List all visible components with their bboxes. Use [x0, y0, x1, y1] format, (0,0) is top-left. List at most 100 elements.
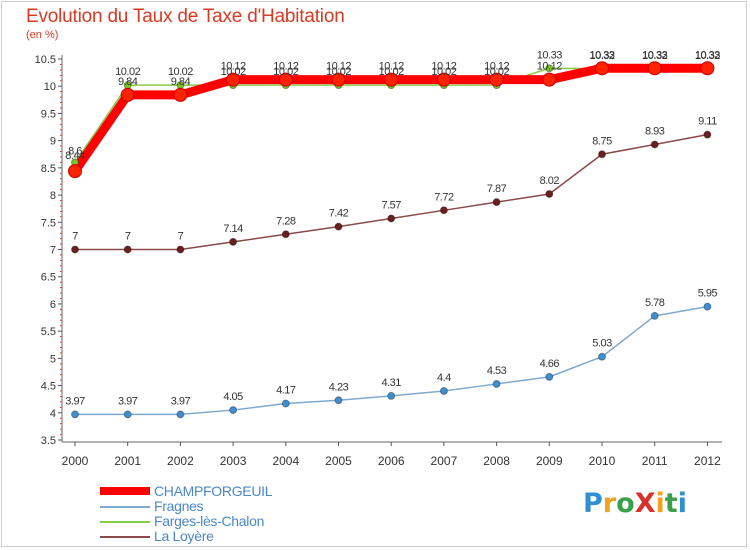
- data-point-champforgeuil: [226, 72, 241, 87]
- y-tick-label: 4.5: [41, 381, 56, 393]
- logo-letter: i: [677, 488, 687, 519]
- x-tick-label: 2009: [536, 454, 563, 468]
- data-point-champforgeuil: [331, 72, 346, 87]
- y-tick-label: 8.5: [41, 163, 56, 175]
- data-label-fragnes: 5.95: [698, 288, 718, 300]
- data-point-champforgeuil: [120, 87, 135, 102]
- data-point-fragnes: [229, 406, 238, 415]
- data-labels: 3.97 3.97 3.97 4.05 4.17 4.23 4.31 4.4 4.53 4.66 5…: [65, 49, 721, 407]
- x-tick-label: 2002: [167, 454, 194, 468]
- logo-letter: r: [602, 488, 617, 519]
- data-label-la-loyere: 8.02: [540, 175, 560, 187]
- data-point-fragnes: [598, 352, 606, 361]
- data-point-fragnes: [545, 372, 554, 381]
- data-point-la-loyere: [281, 230, 290, 239]
- data-point-champforgeuil: [68, 164, 82, 179]
- x-tick-label: 2000: [62, 454, 89, 468]
- data-label-fragnes: 4.05: [223, 391, 243, 403]
- data-label-la-loyere: 8.93: [645, 125, 665, 137]
- x-tick-label: 2011: [642, 454, 668, 468]
- data-point-fragnes: [334, 396, 343, 405]
- y-tick-label: 3.5: [41, 435, 56, 447]
- data-label-fragnes: 4.4: [437, 372, 451, 384]
- data-point-la-loyere: [387, 214, 396, 223]
- data-point-la-loyere: [176, 245, 185, 254]
- data-label-fragnes: 3.97: [65, 395, 85, 407]
- data-label-la-loyere: 8.75: [592, 135, 612, 147]
- series-points: [68, 61, 715, 419]
- x-tick-label: 2001: [114, 454, 141, 468]
- y-tick-label: 5.5: [41, 326, 56, 338]
- data-label-la-loyere: 7.28: [276, 215, 296, 227]
- x-tick-label: 2008: [483, 454, 510, 468]
- data-label-farges-les-chalon: 8.6: [68, 145, 82, 157]
- data-label-fragnes: 4.17: [276, 385, 296, 397]
- data-label-farges-les-chalon: 10.02: [484, 66, 509, 78]
- y-tick-label: 4: [50, 408, 56, 420]
- y-tick-label: 9.5: [41, 108, 56, 120]
- data-label-fragnes: 4.53: [487, 365, 507, 377]
- data-label-la-loyere: 7.87: [487, 183, 507, 195]
- data-point-champforgeuil: [173, 87, 188, 102]
- x-tick-label: 2006: [378, 454, 405, 468]
- data-label-champforgeuil: 8.44: [65, 150, 85, 162]
- data-label-fragnes: 3.97: [171, 395, 191, 407]
- legend-swatch-champforgeuil: [100, 487, 150, 495]
- data-label-la-loyere: 9.11: [698, 116, 717, 128]
- data-label-fragnes: 5.78: [645, 297, 665, 309]
- data-point-la-loyere: [229, 237, 238, 246]
- data-label-la-loyere: 7.42: [329, 208, 349, 220]
- data-point-champforgeuil: [489, 72, 504, 87]
- data-label-farges-les-chalon: 10.02: [168, 66, 193, 78]
- data-label-fragnes: 3.97: [118, 395, 138, 407]
- data-label-la-loyere: 7.57: [381, 199, 401, 211]
- y-tick-label: 5: [50, 353, 56, 365]
- data-point-la-loyere: [545, 189, 554, 198]
- data-label-farges-les-chalon: 10.32: [589, 50, 614, 62]
- legend-label-farges: Farges-lès-Chalon: [154, 513, 265, 529]
- data-label-farges-les-chalon: 10.02: [273, 66, 298, 78]
- data-label-la-loyere: 7.14: [223, 223, 243, 235]
- data-label-fragnes: 4.23: [329, 381, 349, 393]
- data-label-fragnes: 4.31: [381, 377, 401, 389]
- data-point-fragnes: [703, 302, 712, 311]
- y-tick-label: 7.5: [41, 217, 56, 229]
- data-label-fragnes: 4.66: [540, 358, 560, 370]
- legend-swatch-fragnes: [100, 506, 150, 508]
- data-label-champforgeuil: 10.33: [589, 49, 614, 61]
- data-label-farges-les-chalon: 10.02: [431, 66, 456, 78]
- x-tick-label: 2003: [220, 454, 247, 468]
- data-point-champforgeuil: [700, 61, 715, 76]
- x-tick-label: 2012: [694, 454, 721, 468]
- x-tick-label: 2004: [272, 454, 299, 468]
- data-point-fragnes: [492, 379, 501, 388]
- y-tick-label: 10.5: [35, 54, 56, 66]
- logo-letter: P: [583, 488, 603, 519]
- data-point-la-loyere: [123, 245, 132, 254]
- data-point-champforgeuil: [595, 61, 609, 76]
- data-label-champforgeuil: 10.12: [326, 61, 351, 73]
- legend-label-la-loyere: La Loyère: [154, 528, 214, 544]
- data-point-fragnes: [71, 410, 79, 419]
- chart-title: Evolution du Taux de Taxe d'Habitation: [26, 6, 345, 27]
- data-label-farges-les-chalon: 10.33: [537, 49, 562, 61]
- y-tick-label: 7: [50, 245, 56, 257]
- data-point-la-loyere: [703, 130, 712, 139]
- data-point-champforgeuil: [278, 72, 293, 87]
- data-label-champforgeuil: 9.84: [118, 76, 138, 88]
- data-point-la-loyere: [492, 198, 501, 207]
- y-tick-label: 6: [50, 299, 56, 311]
- data-label-champforgeuil: 9.84: [171, 76, 191, 88]
- data-label-la-loyere: 7: [125, 231, 131, 243]
- y-tick-label: 6.5: [41, 272, 56, 284]
- data-label-farges-les-chalon: 10.32: [642, 50, 667, 62]
- x-tick-label: 2007: [431, 454, 458, 468]
- data-point-la-loyere: [439, 206, 448, 215]
- data-point-champforgeuil: [384, 72, 399, 87]
- legend-label-champforgeuil: CHAMPFORGEUIL: [154, 483, 273, 499]
- data-label-champforgeuil: 10.33: [642, 49, 667, 61]
- data-point-la-loyere: [598, 150, 606, 159]
- legend-swatch-farges: [100, 521, 150, 523]
- data-label-champforgeuil: 10.12: [221, 61, 246, 73]
